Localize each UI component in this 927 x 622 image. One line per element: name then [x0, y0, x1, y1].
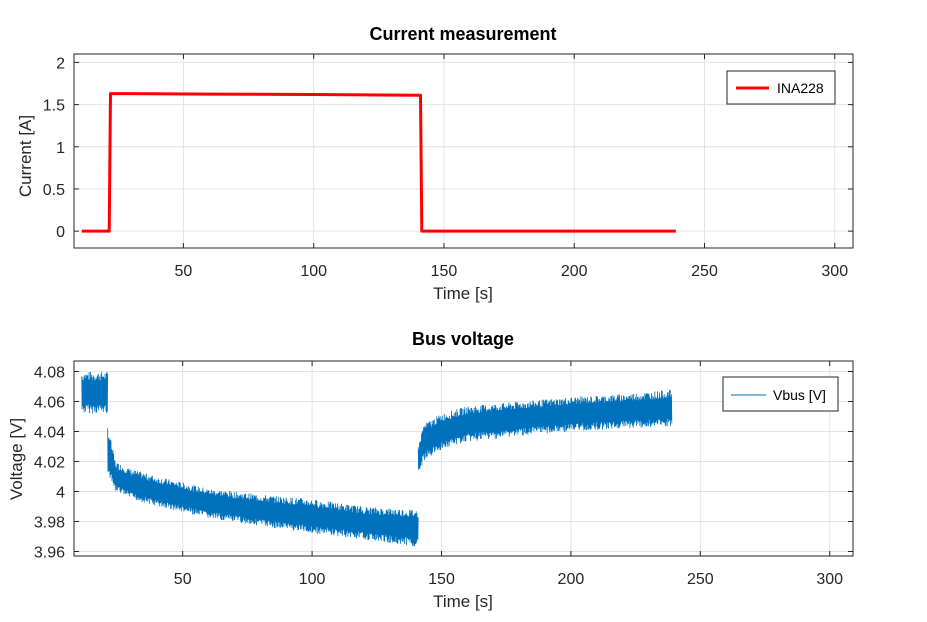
plot-area — [81, 92, 676, 233]
vbus-signal-segment — [81, 371, 109, 414]
y-tick-label: 0 — [56, 224, 65, 241]
legend-box — [722, 376, 839, 412]
y-tick-label: 3.98 — [34, 515, 65, 532]
x-tick-label: 150 — [428, 571, 455, 588]
legend: INA228 — [726, 70, 836, 105]
axes-box — [73, 53, 854, 249]
y-tick-label: 4.02 — [34, 455, 65, 472]
ticks: 50 100 150 200 250 300 3.96 3.98 4 4.02 4.04 4.06 4.… — [34, 361, 853, 588]
legend-label: INA228 — [777, 80, 824, 96]
y-tick-label: 1.5 — [43, 98, 65, 115]
y-tick-label: 4.06 — [34, 395, 65, 412]
y-tick-label: 0.5 — [43, 182, 65, 199]
x-tick-label: 200 — [561, 263, 588, 280]
y-tick-label: 4.08 — [34, 365, 65, 382]
legend: Vbus [V] — [722, 376, 839, 412]
x-tick-label: 250 — [687, 571, 714, 588]
y-tick-label: 4.04 — [34, 425, 65, 442]
x-tick-label: 300 — [816, 571, 843, 588]
y-tick-label: 3.96 — [34, 545, 65, 562]
x-tick-label: 100 — [299, 571, 326, 588]
chart-title: Bus voltage — [412, 329, 514, 349]
y-axis-label: Voltage [V] — [7, 418, 26, 500]
x-tick-label: 50 — [174, 571, 192, 588]
x-tick-label: 50 — [175, 263, 193, 280]
y-tick-label: 1 — [56, 140, 65, 157]
x-axis-label: Time [s] — [433, 284, 493, 303]
x-axis-label: Time [s] — [433, 592, 493, 611]
plot-area — [81, 371, 673, 547]
x-tick-label: 150 — [431, 263, 458, 280]
current-chart: Current measurement 50 100 150 200 250 300 0 0.… — [16, 24, 854, 303]
ticks: 50 100 150 200 250 300 0 0.5 1 1.5 2 — [43, 54, 853, 280]
x-tick-label: 100 — [300, 263, 327, 280]
y-axis-label: Current [A] — [16, 115, 35, 197]
y-tick-label: 2 — [56, 55, 65, 72]
vbus-signal-segment — [107, 428, 419, 547]
chart-title: Current measurement — [369, 24, 556, 44]
vbus-signal-segment — [417, 389, 673, 470]
voltage-chart: Bus voltage 50 100 150 200 250 300 3.96 3.98 4 4.… — [7, 329, 854, 611]
x-tick-label: 250 — [691, 263, 718, 280]
axes-box — [73, 360, 854, 557]
legend-label: Vbus [V] — [773, 387, 826, 403]
x-tick-label: 200 — [558, 571, 585, 588]
grid — [74, 361, 853, 556]
series-line-ina228 — [81, 92, 676, 233]
x-tick-label: 300 — [821, 263, 848, 280]
y-tick-label: 4 — [56, 485, 65, 502]
